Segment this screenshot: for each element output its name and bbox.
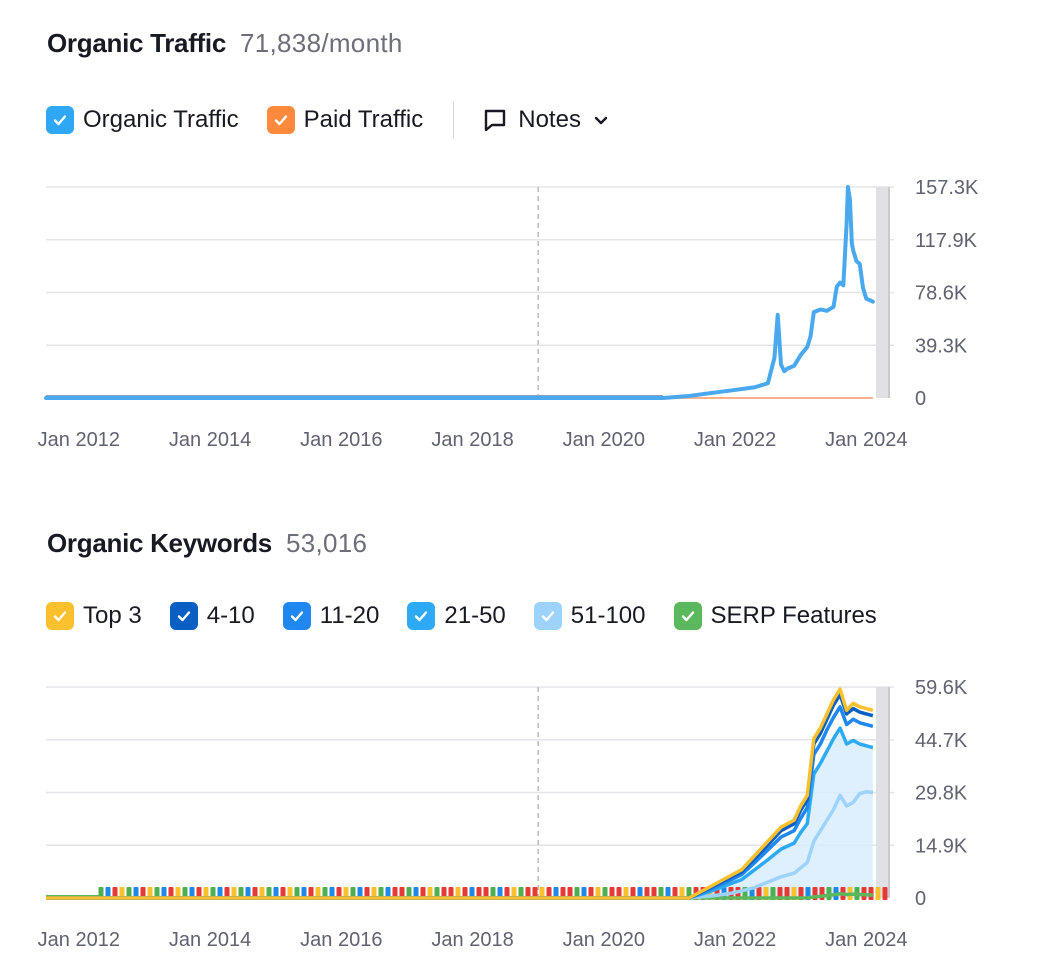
organic-traffic-line (44, 185, 875, 400)
notes-icon (485, 109, 506, 132)
legend-4-10-label: 4-10 (206, 602, 255, 629)
organic-keywords-chart[interactable]: 59.6K 44.7K 29.8K 14.9K 0 Jan 2012 Jan 2014 Jan… (0, 670, 1040, 960)
legend-4-10[interactable]: 4-10 (169, 602, 255, 630)
11-20-line (46, 705, 874, 900)
legend-divider (453, 102, 455, 138)
traffic-value: 71,838/month (240, 28, 403, 58)
11-20-checkbox-icon[interactable] (282, 602, 311, 630)
4-10-checkbox-icon[interactable] (169, 602, 198, 630)
notes-dropdown[interactable]: Notes (482, 106, 611, 134)
keywords-section-title: Organic Keywords 53,016 (47, 528, 367, 559)
top-3-line (46, 687, 874, 900)
y-tick-label: 59.6K (915, 677, 968, 699)
traffic-legend: Organic Traffic Paid Traffic Notes (46, 102, 611, 138)
y-tick-label: 0 (915, 888, 926, 910)
x-tick-label: Jan 2016 (300, 429, 382, 451)
y-tick-label: 157.3K (915, 177, 979, 199)
y-tick-label: 14.9K (915, 835, 968, 857)
x-tick-label: Jan 2020 (563, 929, 645, 951)
y-tick-label: 78.6K (915, 283, 968, 305)
legend-21-50-label: 21-50 (444, 602, 506, 629)
legend-top-3-label: Top 3 (83, 602, 142, 629)
keywords-legend: Top 3 4-10 11-20 21-50 51-100 SERP Featu… (46, 602, 877, 630)
y-tick-label: 117.9K (915, 230, 978, 252)
serp-features-checkbox-icon[interactable] (673, 602, 702, 630)
serp-feature-marker (819, 887, 825, 900)
legend-paid-traffic-label: Paid Traffic (303, 106, 424, 133)
legend-serp-features-label: SERP Features (710, 602, 877, 629)
x-tick-label: Jan 2018 (431, 929, 513, 951)
incomplete-period-band (876, 187, 888, 398)
legend-21-50[interactable]: 21-50 (407, 602, 506, 630)
x-tick-label: Jan 2024 (825, 929, 907, 951)
top-3-checkbox-icon[interactable] (46, 602, 74, 630)
legend-51-100-label: 51-100 (570, 602, 646, 629)
organic-traffic-chart[interactable]: 157.3K 117.9K 78.6K 39.3K 0 Jan 2012 Jan 2014 J… (0, 170, 1040, 460)
legend-11-20-label: 11-20 (319, 602, 380, 629)
x-tick-label: Jan 2022 (694, 929, 776, 951)
organic-traffic-checkbox-icon[interactable] (46, 106, 74, 134)
incomplete-period-band (876, 687, 888, 898)
51-100-line (46, 790, 874, 900)
21-50-line (46, 726, 874, 900)
traffic-title: Organic Traffic (47, 28, 226, 58)
notes-label: Notes (518, 106, 581, 133)
21-50-checkbox-icon[interactable] (407, 602, 436, 630)
y-tick-label: 29.8K (915, 783, 968, 805)
paid-traffic-checkbox-icon[interactable] (266, 106, 295, 134)
y-tick-label: 44.7K (915, 730, 968, 752)
keywords-title: Organic Keywords (47, 528, 272, 558)
legend-top-3[interactable]: Top 3 (46, 602, 142, 630)
legend-organic-traffic[interactable]: Organic Traffic (46, 106, 239, 134)
keywords-value: 53,016 (285, 528, 368, 558)
51-100-checkbox-icon[interactable] (533, 602, 562, 630)
x-tick-label: Jan 2016 (300, 929, 382, 951)
legend-serp-features[interactable]: SERP Features (673, 602, 877, 630)
chevron-down-icon (594, 116, 608, 125)
y-tick-label: 0 (915, 388, 926, 410)
x-tick-label: Jan 2012 (38, 929, 120, 951)
serp-feature-marker (882, 887, 888, 900)
x-tick-label: Jan 2018 (431, 429, 513, 451)
x-tick-label: Jan 2022 (694, 429, 776, 451)
serp-features-line (46, 892, 873, 900)
legend-11-20[interactable]: 11-20 (282, 602, 380, 630)
serp-feature-marker (875, 887, 881, 900)
x-tick-label: Jan 2014 (169, 929, 251, 951)
legend-51-100[interactable]: 51-100 (533, 602, 646, 630)
x-tick-label: Jan 2020 (563, 429, 645, 451)
legend-organic-traffic-label: Organic Traffic (83, 106, 239, 133)
x-tick-label: Jan 2014 (169, 429, 251, 451)
traffic-section-title: Organic Traffic 71,838/month (47, 28, 403, 59)
x-tick-label: Jan 2024 (825, 429, 907, 451)
keywords-area-fill (46, 728, 873, 898)
legend-paid-traffic[interactable]: Paid Traffic (266, 106, 424, 134)
y-tick-label: 39.3K (915, 335, 968, 357)
x-tick-label: Jan 2012 (38, 429, 120, 451)
